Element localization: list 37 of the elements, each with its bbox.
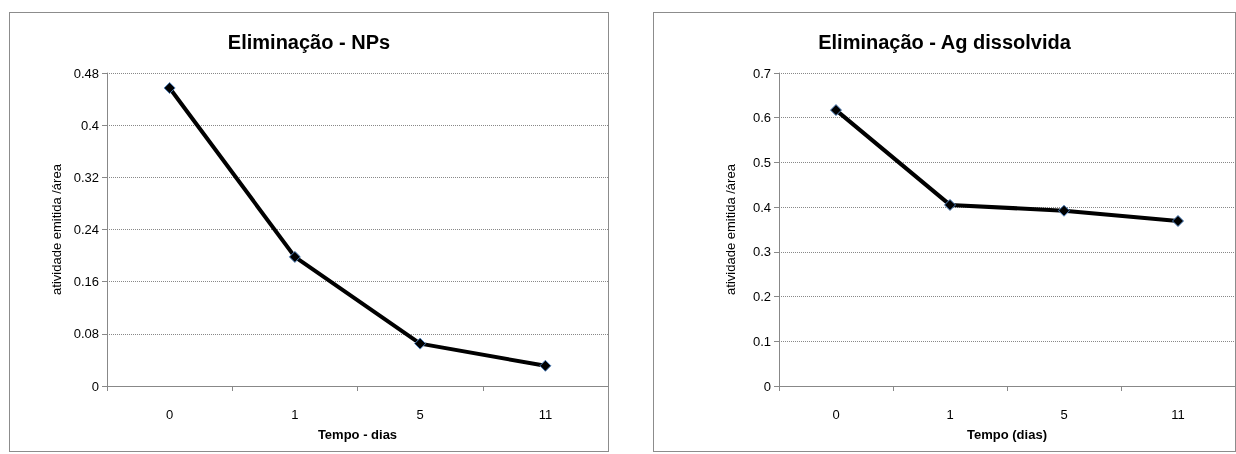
x-tick-label: 5 [1060,407,1068,422]
x-tick-label: 5 [416,407,424,422]
y-tick-label: 0.4 [752,199,771,215]
point [830,104,842,117]
y-axis-title: atividade emitida /área [48,163,64,295]
point [414,337,427,350]
y-tick-label: 0.08 [73,326,99,342]
x-tick-label: 0 [166,407,174,422]
point [288,250,301,263]
y-tick-label: 0.3 [752,244,771,260]
y-tick-label: 0.5 [752,154,771,170]
x-tick-label: 11 [538,407,553,422]
x-axis-title: Tempo (dias) [967,427,1047,442]
y-tick-label: 0.48 [73,65,99,81]
x-tick-label: 1 [946,407,954,422]
y-tick-label: 0 [763,378,771,394]
point [1172,215,1184,227]
chart-title: Eliminação - Ag dissolvida [818,31,1072,53]
y-tick-label: 0.32 [73,169,99,185]
x-tick-label: 11 [1171,407,1185,422]
y-tick-label: 0.1 [752,333,771,349]
y-tick-label: 0.16 [73,274,99,290]
y-tick-label: 0.24 [73,222,99,237]
y-tick-label: 0.7 [752,65,771,81]
point [944,198,956,211]
y-tick-label: 0.2 [752,289,771,305]
x-tick-label: 0 [832,407,840,422]
point [539,359,552,372]
y-tick-label: 0.4 [80,117,99,133]
y-axis-title: atividade emitida /área [723,163,738,295]
x-tick-label: 1 [291,407,299,422]
y-tick-label: 0.6 [752,110,771,126]
point [163,82,176,94]
x-axis-title: Tempo - dias [317,427,398,442]
point [1058,204,1070,217]
y-tick-label: 0 [91,378,99,394]
chart-title: Eliminação - NPs [227,31,391,53]
